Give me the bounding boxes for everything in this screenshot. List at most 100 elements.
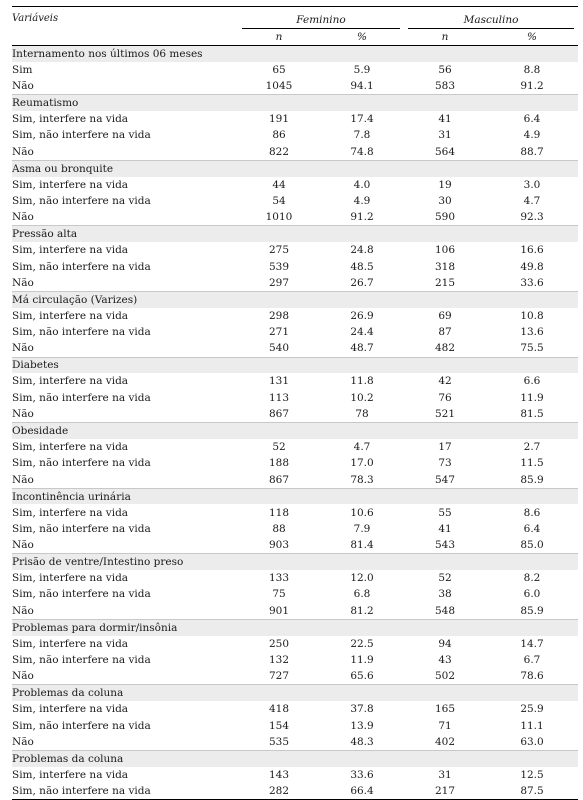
section-title: Obesidade [12, 422, 579, 439]
table-row: Não 867 78 521 81.5 [12, 406, 578, 423]
header-masculino-n: n [404, 29, 487, 46]
row-label-cell: Sim, não interfere na vida [12, 654, 151, 667]
feminino-pct-cell: 91.2 [350, 211, 374, 224]
feminino-n-cell: 250 [268, 637, 290, 650]
header-blank [12, 29, 238, 46]
feminino-pct-cell: 81.2 [350, 604, 374, 617]
masculino-pct-cell: 49.8 [520, 260, 544, 273]
feminino-n-cell: 132 [268, 654, 290, 667]
masculino-n-cell: 482 [434, 342, 456, 355]
table-row: Sim, não interfere na vida 86 7.8 31 4.9 [12, 127, 578, 143]
header-group-masculino: Masculino [404, 6, 579, 29]
masculino-n-cell: 402 [434, 735, 456, 748]
masculino-n-cell: 583 [434, 80, 456, 93]
table-row: Sim, interfere na vida 250 22.5 94 14.7 [12, 636, 578, 652]
feminino-pct-cell: 37.8 [350, 703, 374, 716]
feminino-pct-cell: 11.9 [350, 654, 374, 667]
row-label-cell: Sim, não interfere na vida [12, 326, 151, 339]
table-row: Sim, não interfere na vida 539 48.5 318 49.8 [12, 258, 578, 274]
table-row: Não 540 48.7 482 75.5 [12, 340, 578, 357]
table-row: Sim, interfere na vida 275 24.8 106 16.6 [12, 242, 578, 258]
masculino-pct-cell: 25.9 [520, 703, 544, 716]
row-label-cell: Não [12, 211, 34, 224]
section-row: Internamento nos últimos 06 meses [12, 44, 579, 62]
masculino-n-cell: 42 [438, 375, 452, 388]
masculino-n-cell: 31 [438, 129, 452, 142]
masculino-n-cell: 217 [404, 783, 487, 800]
masculino-n-cell: 76 [438, 391, 452, 404]
header-row-groups: Variáveis Feminino Masculino [12, 6, 579, 29]
row-label-cell: Sim, não interfere na vida [12, 194, 151, 207]
table-row: Não 297 26.7 215 33.6 [12, 275, 578, 292]
masculino-n-cell: 165 [434, 703, 456, 716]
row-label-cell: Sim, interfere na vida [12, 375, 129, 388]
row-label-cell: Sim, interfere na vida [12, 703, 129, 716]
feminino-pct-cell: 10.6 [350, 506, 374, 519]
masculino-n-cell: 41 [438, 113, 452, 126]
masculino-pct-cell: 6.4 [523, 113, 541, 126]
masculino-n-cell: 94 [438, 637, 452, 650]
feminino-pct-cell: 78 [355, 408, 369, 421]
table-row: Sim, não interfere na vida 54 4.9 30 4.7 [12, 193, 578, 209]
row-label-cell: Sim, interfere na vida [12, 178, 129, 191]
row-label-cell: Sim, não interfere na vida [12, 260, 151, 273]
section-title: Internamento nos últimos 06 meses [12, 44, 579, 62]
feminino-n-cell: 727 [268, 670, 290, 683]
row-label-cell: Sim, não interfere na vida [12, 588, 151, 601]
table-row: Sim, interfere na vida 143 33.6 31 12.5 [12, 767, 578, 783]
table-body: Internamento nos últimos 06 meses Sim 65 5.… [12, 44, 579, 800]
header-variaveis: Variáveis [12, 6, 238, 29]
feminino-pct-cell: 4.0 [353, 178, 371, 191]
feminino-n-cell: 297 [268, 276, 290, 289]
feminino-pct-cell: 12.0 [350, 572, 374, 585]
table-row: Sim, interfere na vida 52 4.7 17 2.7 [12, 439, 578, 455]
section-title: Prisão de ventre/Intestino preso [12, 553, 579, 571]
row-label-cell: Sim, interfere na vida [12, 113, 129, 126]
row-label-cell: Não [12, 670, 34, 683]
feminino-pct-cell: 65.6 [350, 670, 374, 683]
feminino-pct-cell: 6.8 [353, 588, 371, 601]
table-row: Sim, interfere na vida 191 17.4 41 6.4 [12, 111, 578, 127]
feminino-n-cell: 275 [268, 244, 290, 257]
feminino-pct-cell: 26.9 [350, 309, 374, 322]
feminino-n-cell: 188 [268, 457, 290, 470]
feminino-pct-cell: 4.9 [353, 194, 371, 207]
masculino-pct-cell: 4.9 [523, 129, 541, 142]
masculino-n-cell: 41 [438, 522, 452, 535]
section-row: Reumatismo [12, 94, 579, 111]
row-label-cell: Sim, interfere na vida [12, 441, 129, 453]
feminino-n-cell: 133 [268, 572, 290, 585]
masculino-n-cell: 19 [438, 178, 452, 191]
feminino-n-cell: 867 [268, 408, 290, 421]
row-label-cell: Sim, interfere na vida [12, 637, 129, 650]
feminino-n-cell: 903 [268, 539, 290, 552]
row-label-cell: Não [12, 473, 34, 486]
feminino-n-cell: 75 [272, 588, 286, 601]
table-row: Sim, não interfere na vida 75 6.8 38 6.0 [12, 586, 578, 602]
masculino-n-cell: 43 [438, 654, 452, 667]
feminino-n-cell: 88 [272, 522, 286, 535]
section-row: Obesidade [12, 422, 579, 439]
feminino-pct-cell: 17.4 [350, 113, 374, 126]
feminino-pct-cell: 33.6 [350, 768, 374, 781]
table-row: Sim, não interfere na vida 271 24.4 87 13.6 [12, 324, 578, 340]
masculino-pct-cell: 12.5 [520, 768, 544, 781]
masculino-pct-cell: 3.0 [523, 178, 541, 191]
masculino-pct-cell: 78.6 [520, 670, 544, 683]
feminino-pct-cell: 7.9 [353, 522, 371, 535]
masculino-pct-cell: 92.3 [520, 211, 544, 224]
section-title: Diabetes [12, 356, 579, 374]
masculino-n-cell: 56 [438, 63, 452, 76]
feminino-pct-cell: 22.5 [350, 637, 374, 650]
section-row: Problemas para dormir/insônia [12, 618, 579, 636]
masculino-pct-cell: 91.2 [520, 80, 544, 93]
section-row: Asma ou bronquite [12, 159, 579, 177]
masculino-n-cell: 106 [434, 244, 456, 257]
section-row: Problemas da coluna [12, 684, 579, 702]
feminino-n-cell: 822 [268, 145, 290, 158]
table-row: Sim, não interfere na vida 88 7.9 41 6.4 [12, 521, 578, 537]
masculino-pct-cell: 6.7 [523, 654, 541, 667]
masculino-pct-cell: 63.0 [520, 735, 544, 748]
header-feminino-n: n [238, 29, 320, 46]
section-title: Má circulação (Varizes) [12, 291, 579, 308]
